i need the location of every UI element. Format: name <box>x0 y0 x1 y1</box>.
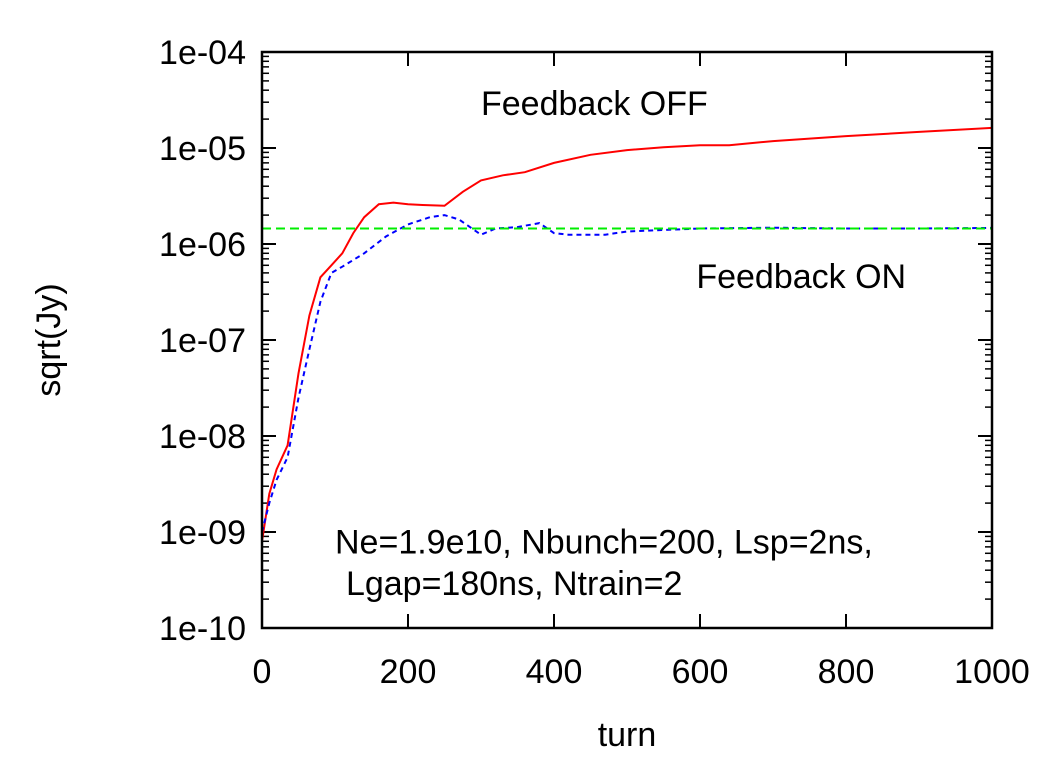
y-tick-label: 1e-10 <box>159 610 246 648</box>
annotations: Feedback OFF Feedback ON Ne=1.9e10, Nbunch… <box>335 85 906 603</box>
y-tick-label: 1e-04 <box>159 34 246 72</box>
y-axis-title: sqrt(Jy) <box>30 283 68 396</box>
plot-frame <box>260 50 994 630</box>
series-line-0 <box>261 126 993 542</box>
annotation-text: Lgap=180ns, Ntrain=2 <box>346 565 682 603</box>
tick-labels: 0 200 400 600 800 1000 1e-10 1e-09 1e-08 1e-07 1e-… <box>159 34 1030 691</box>
annotation-text: Feedback ON <box>696 258 906 296</box>
x-tick-label: 800 <box>818 653 875 691</box>
x-tick-label: 0 <box>253 653 272 691</box>
y-tick-label: 1e-05 <box>159 130 246 168</box>
y-tick-label: 1e-09 <box>159 514 246 552</box>
y-tick-label: 1e-07 <box>159 322 246 360</box>
y-tick-label: 1e-06 <box>159 226 246 264</box>
y-tick-label: 1e-08 <box>159 418 246 456</box>
annotation-text: Ne=1.9e10, Nbunch=200, Lsp=2ns, <box>335 523 873 561</box>
x-tick-label: 200 <box>380 653 437 691</box>
x-tick-label: 400 <box>526 653 583 691</box>
series-group <box>261 126 993 542</box>
x-tick-label: 600 <box>672 653 729 691</box>
annotation-text: Feedback OFF <box>481 85 708 123</box>
x-tick-label: 1000 <box>954 653 1030 691</box>
x-axis-title: turn <box>598 716 657 754</box>
